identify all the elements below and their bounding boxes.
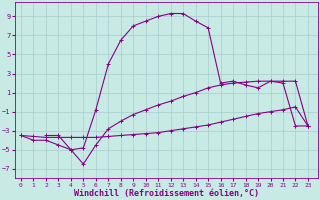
X-axis label: Windchill (Refroidissement éolien,°C): Windchill (Refroidissement éolien,°C) bbox=[74, 189, 259, 198]
